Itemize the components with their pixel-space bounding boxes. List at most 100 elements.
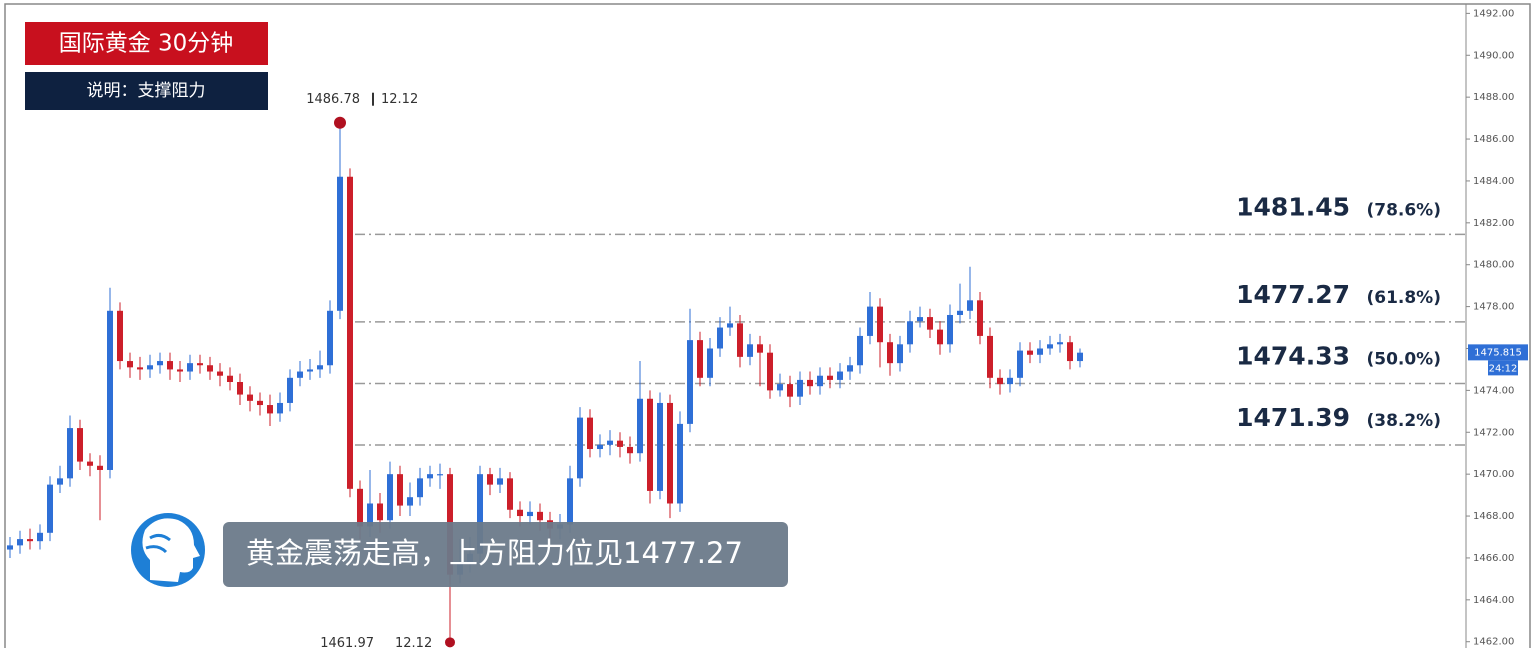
y-tick-label: 1478.00 <box>1473 302 1514 313</box>
candle-body <box>587 417 593 450</box>
level-ratio: (61.8%) <box>1366 288 1441 308</box>
level-price: 1471.39 <box>1236 403 1350 432</box>
level-ratio: (78.6%) <box>1366 200 1441 220</box>
candle-body <box>987 335 993 378</box>
assistant-icon <box>131 513 205 587</box>
candle-body <box>757 344 763 353</box>
y-tick-label: 1492.00 <box>1473 8 1514 19</box>
candle-body <box>797 379 803 397</box>
candle-body <box>287 377 293 403</box>
candle-body <box>177 369 183 372</box>
candle-body <box>1057 342 1063 345</box>
candle-body <box>867 306 873 336</box>
candle-body <box>357 488 363 527</box>
candle-body <box>967 300 973 311</box>
candle-body <box>1047 344 1053 349</box>
candle-body <box>947 314 953 345</box>
candle-body <box>707 348 713 378</box>
candle-body <box>667 402 673 504</box>
y-tick-label: 1474.00 <box>1473 385 1514 396</box>
y-tick-label: 1486.00 <box>1473 134 1514 145</box>
plot-area: 1462.00 1464.00 1466.00 1468.00 1470.00 1472.… <box>7 8 1528 651</box>
candle-body <box>497 478 503 485</box>
candle-body <box>777 384 783 391</box>
candle-body <box>377 503 383 521</box>
candle-body <box>47 484 53 533</box>
candle-body <box>337 176 343 311</box>
candle-body <box>527 511 533 517</box>
candle-body <box>607 440 613 445</box>
candle-body <box>227 375 233 383</box>
candle-body <box>37 532 43 542</box>
candle-body <box>107 310 113 470</box>
countdown: 24:12 <box>1489 363 1518 374</box>
candle-body <box>1037 348 1043 355</box>
candle-body <box>997 377 1003 385</box>
caption: 黄金震荡走高，上方阻力位见1477.27 <box>246 536 743 570</box>
candle-body <box>877 306 883 343</box>
candle-body <box>647 398 653 491</box>
y-tick-label: 1490.00 <box>1473 50 1514 61</box>
candle-body <box>397 474 403 506</box>
candle-body <box>1077 352 1083 362</box>
y-tick-label: 1470.00 <box>1473 469 1514 480</box>
candle-body <box>187 363 193 372</box>
title-box <box>25 22 268 65</box>
y-tick-label: 1462.00 <box>1473 637 1514 648</box>
candle-body <box>97 465 103 470</box>
candle-body <box>27 539 33 542</box>
high-label-date: 12.12 <box>381 92 418 107</box>
last-price: 1475.815 <box>1474 347 1522 358</box>
candle-body <box>897 344 903 364</box>
candle-body <box>617 440 623 447</box>
candle-body <box>907 321 913 345</box>
level-price: 1477.27 <box>1236 280 1350 309</box>
candle-body <box>427 474 433 479</box>
candle-body <box>267 405 273 414</box>
candle-body <box>167 361 173 370</box>
candle-body <box>1027 350 1033 355</box>
low-marker <box>445 637 455 648</box>
candle-body <box>857 335 863 366</box>
candle-body <box>927 317 933 330</box>
candle-body <box>477 474 483 554</box>
candle-body <box>387 474 393 521</box>
candle-body <box>57 478 63 485</box>
low-label-date: 12.12 <box>395 636 432 648</box>
chart-title: 国际黄金 30分钟 <box>59 31 234 57</box>
caption-box <box>223 522 788 587</box>
candle-body <box>847 365 853 372</box>
candle-body <box>117 310 123 362</box>
level-ratio: (38.2%) <box>1366 411 1441 431</box>
candle-body <box>957 310 963 315</box>
candle-body <box>277 402 283 414</box>
candle-body <box>657 402 663 491</box>
candle-body <box>197 363 203 366</box>
candle-body <box>137 367 143 370</box>
candle-body <box>507 478 513 510</box>
candle-body <box>937 329 943 345</box>
candle-body <box>727 323 733 328</box>
y-tick-label: 1464.00 <box>1473 595 1514 606</box>
high-marker <box>334 116 346 129</box>
countdown-box <box>1488 360 1518 376</box>
candle-body <box>297 371 303 378</box>
candle-body <box>147 365 153 370</box>
y-tick-label: 1472.00 <box>1473 427 1514 438</box>
subtitle-box <box>25 72 268 110</box>
candle-body <box>577 417 583 479</box>
candle-body <box>247 394 253 401</box>
candle-body <box>807 379 813 387</box>
candle-body <box>157 361 163 366</box>
candle-body <box>407 497 413 506</box>
candle-body <box>887 342 893 364</box>
candle-body <box>17 539 23 546</box>
candle-body <box>817 375 823 387</box>
candle-body <box>717 327 723 349</box>
candle-body <box>217 371 223 376</box>
candle-body <box>487 474 493 485</box>
candle-body <box>327 310 333 366</box>
candle-body <box>517 509 523 517</box>
candle-body <box>257 400 263 406</box>
